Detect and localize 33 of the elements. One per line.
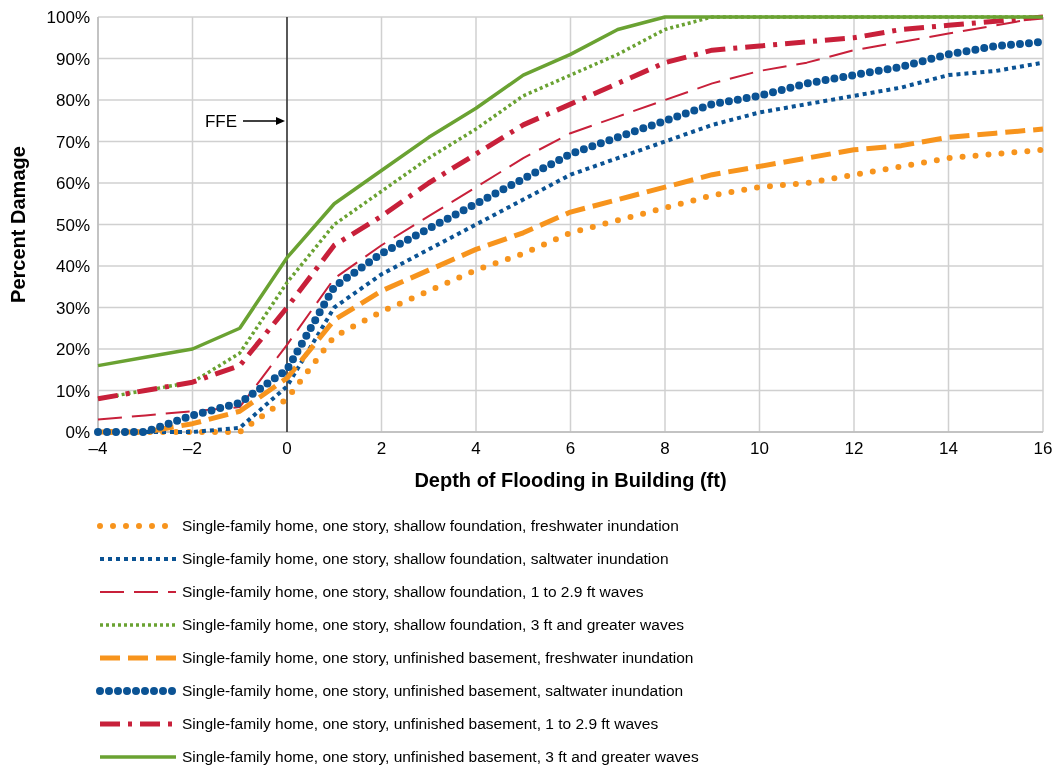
y-tick-label: 70% bbox=[55, 132, 90, 152]
x-tick-label: 2 bbox=[376, 439, 387, 458]
y-tick-label: 80% bbox=[55, 91, 90, 110]
ref-line-label: FFE bbox=[204, 112, 237, 131]
x-tick-label: –2 bbox=[183, 439, 202, 458]
y-tick-label: 30% bbox=[55, 298, 90, 318]
y-tick-label: 0% bbox=[65, 423, 90, 442]
legend-label: Single-family home, one story, shallow foundation, freshwater inundation bbox=[182, 517, 679, 534]
legend-label: Single-family home, one story, unfinished basement, 3 ft and greater waves bbox=[182, 748, 699, 765]
legend-label: Single-family home, one story, shallow foundation, saltwater inundation bbox=[182, 550, 669, 567]
x-tick-label: 12 bbox=[844, 439, 864, 458]
x-tick-label: 8 bbox=[660, 439, 670, 458]
y-tick-label: 20% bbox=[55, 340, 90, 359]
x-tick-label: 6 bbox=[565, 439, 576, 458]
y-tick-label: 50% bbox=[55, 215, 90, 235]
legend-label: Single-family home, one story, shallow foundation, 1 to 2.9 ft waves bbox=[182, 583, 644, 600]
y-axis-title: Percent Damage bbox=[7, 146, 29, 303]
y-tick-label: 10% bbox=[55, 381, 90, 401]
x-tick-label: 14 bbox=[939, 439, 958, 458]
x-tick-label: 4 bbox=[471, 439, 481, 458]
y-tick-label: 90% bbox=[55, 49, 90, 69]
y-tick-label: 40% bbox=[55, 257, 90, 276]
legend-label: Single-family home, one story, unfinished basement, 1 to 2.9 ft waves bbox=[182, 715, 659, 732]
x-tick-label: 16 bbox=[1033, 439, 1053, 458]
legend-label: Single-family home, one story, unfinished basement, saltwater inundation bbox=[182, 682, 684, 699]
x-axis-title: Depth of Flooding in Building (ft) bbox=[414, 469, 727, 491]
x-tick-label: 0 bbox=[282, 439, 292, 458]
y-tick-label: 60% bbox=[55, 174, 90, 193]
x-tick-label: 10 bbox=[750, 439, 769, 458]
x-tick-label: –4 bbox=[88, 439, 108, 458]
y-tick-label: 100% bbox=[46, 8, 90, 27]
legend-label: Single-family home, one story, unfinished basement, freshwater inundation bbox=[182, 649, 694, 666]
legend-label: Single-family home, one story, shallow foundation, 3 ft and greater waves bbox=[182, 616, 685, 633]
